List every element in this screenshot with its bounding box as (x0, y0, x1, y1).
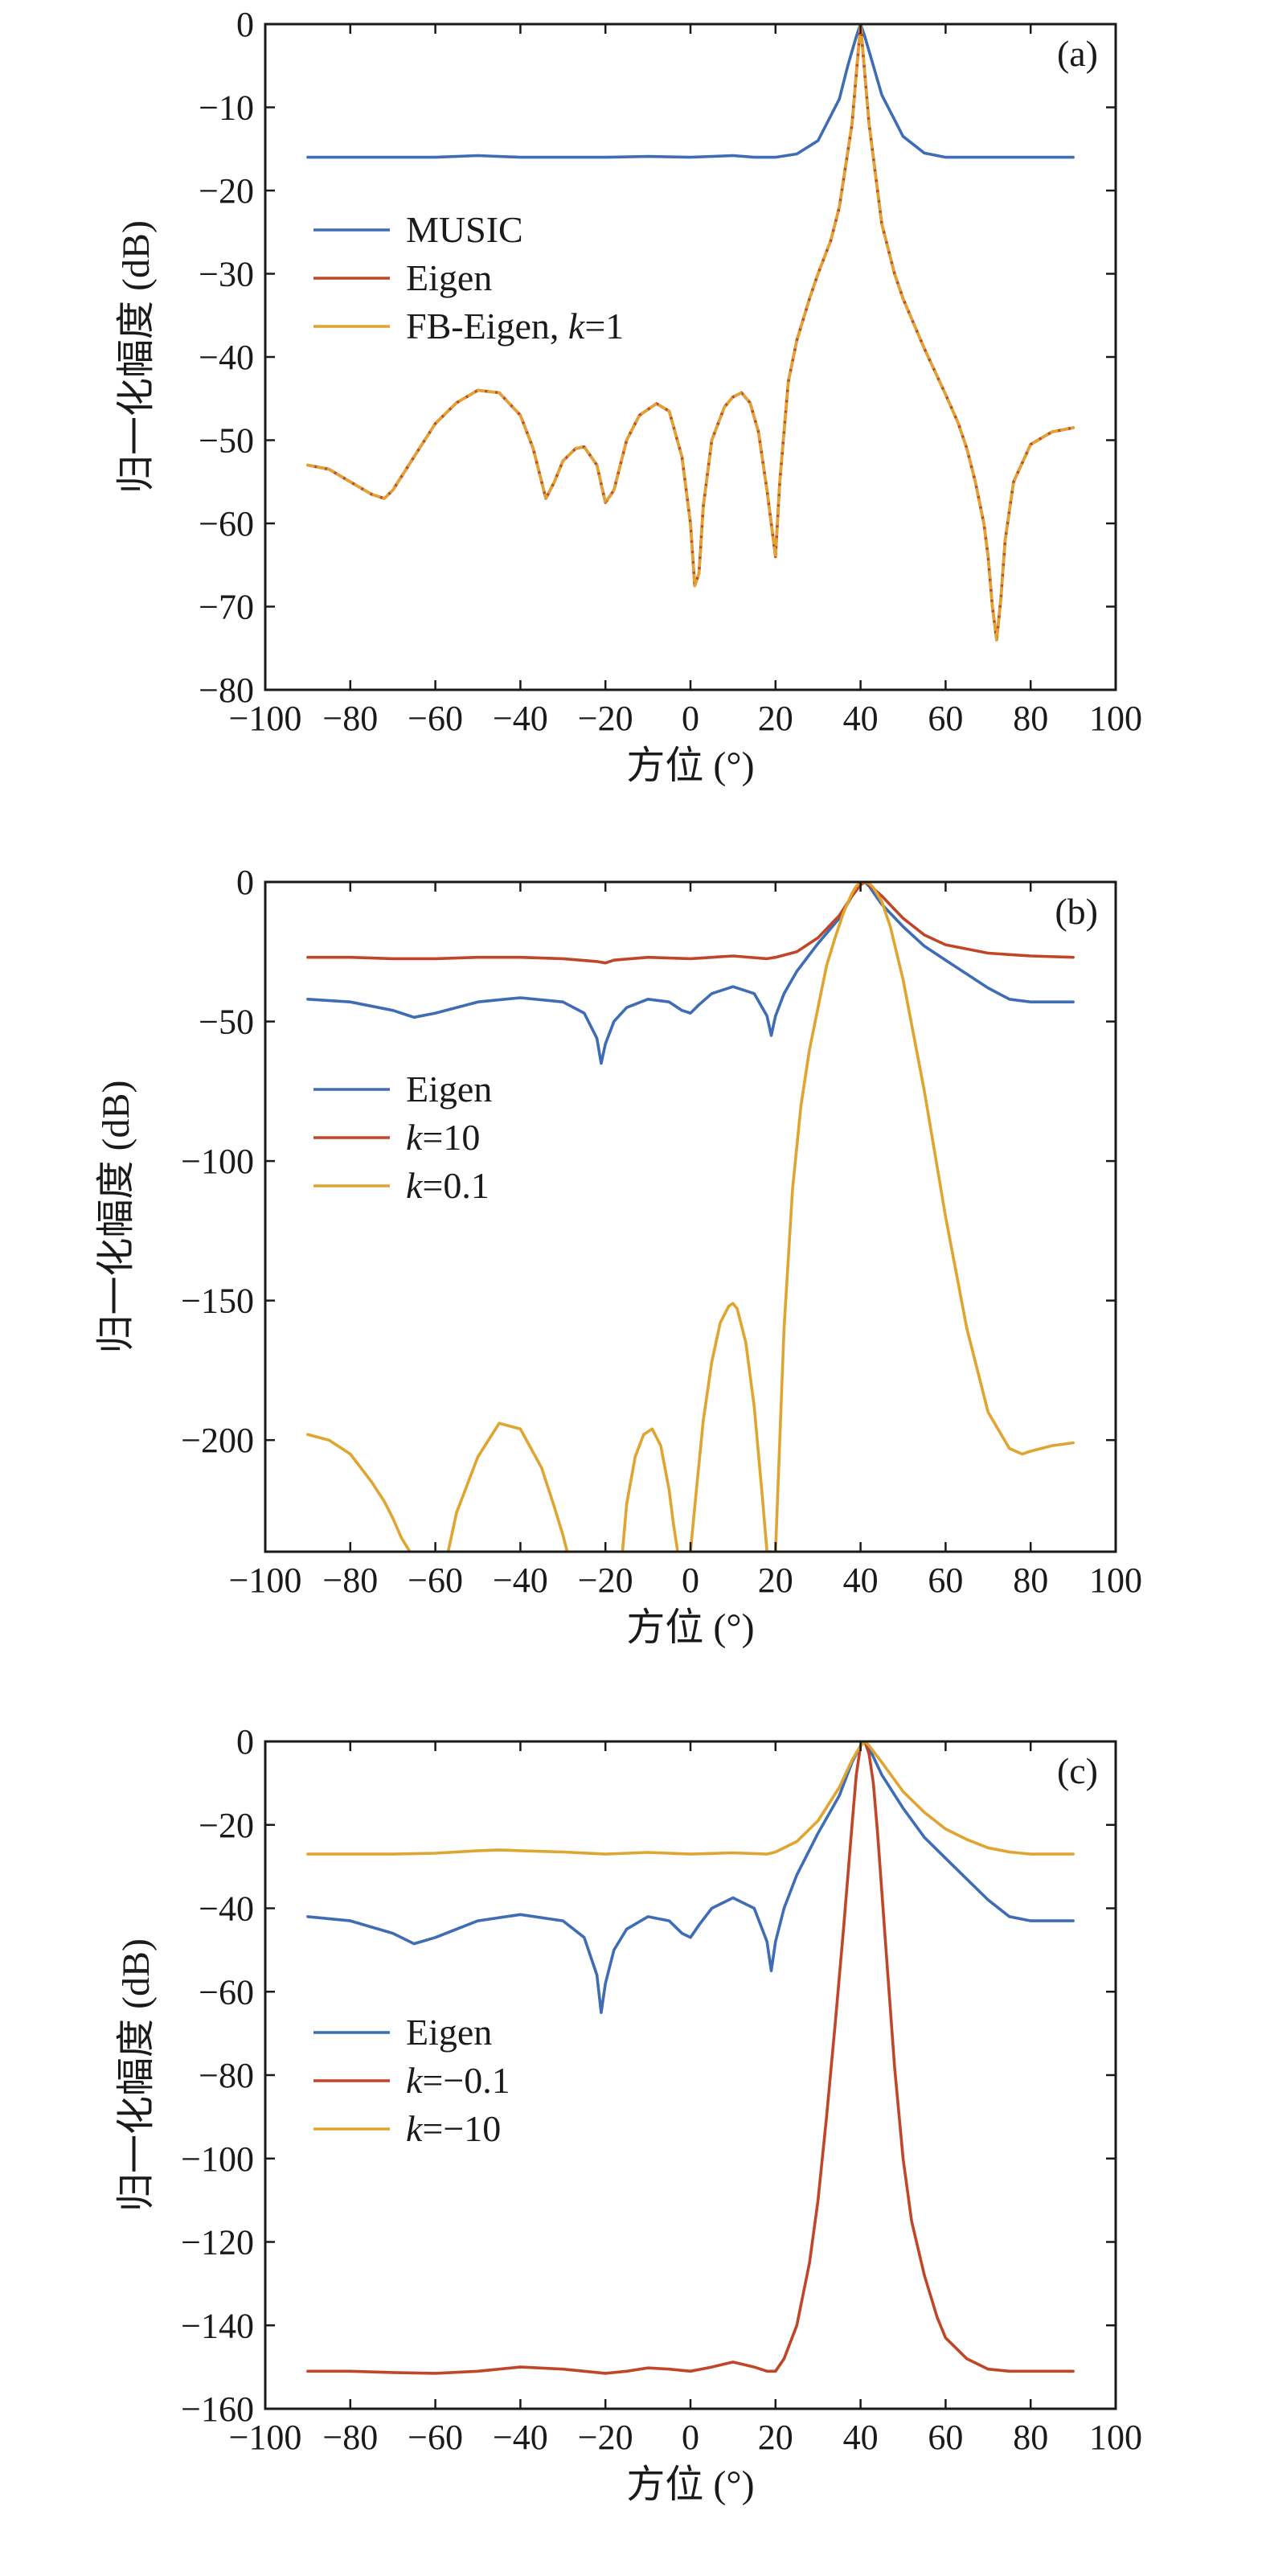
x-tick-label: 100 (1089, 1561, 1142, 1600)
x-tick-label: −20 (578, 1561, 633, 1600)
y-tick-label: −20 (199, 171, 254, 211)
y-tick-label: −40 (199, 1889, 254, 1929)
x-tick-label: 40 (843, 1561, 879, 1600)
y-tick-label: −60 (199, 504, 254, 544)
y-tick-label: −40 (199, 338, 254, 377)
x-tick-label: 20 (758, 1561, 793, 1600)
series-line-2 (306, 882, 1075, 965)
y-tick-label: 0 (236, 5, 254, 44)
y-tick-label: −60 (199, 1972, 254, 2012)
chart-panel-3: −100 −80 −60 −40 −20 0 20 40 60 80 100 0 −20 −40 −60 −8… (115, 1722, 1142, 2506)
x-tick-label: −100 (229, 699, 302, 738)
series-line-3 (306, 24, 1075, 642)
legend-label: FB-Eigen, k=1 (406, 306, 624, 347)
y-tick-label: −50 (199, 421, 254, 461)
x-axis-title: 方位 (°) (626, 2463, 754, 2506)
x-tick-label: −80 (322, 1561, 378, 1600)
x-tick-label: 40 (843, 699, 879, 738)
x-tick-label: 80 (1013, 2418, 1048, 2457)
x-tick-label: 0 (682, 1561, 699, 1600)
y-tick-label: −140 (181, 2306, 254, 2345)
x-tick-label: −100 (229, 1561, 302, 1600)
legend-label: Eigen (406, 1069, 492, 1110)
x-tick-label: 60 (928, 2418, 963, 2457)
x-tick-label: −100 (229, 2418, 302, 2457)
panel-label: (a) (1057, 33, 1098, 74)
y-tick-label: −160 (181, 2389, 254, 2429)
x-tick-label: −80 (322, 2418, 378, 2457)
legend-label: k=0.1 (406, 1165, 490, 1206)
y-tick-label: −80 (199, 2056, 254, 2095)
x-tick-label: 20 (758, 2418, 793, 2457)
y-tick-label: −30 (199, 255, 254, 294)
x-tick-label: 20 (758, 699, 793, 738)
legend-label: Eigen (406, 2012, 492, 2053)
x-axis-title: 方位 (°) (626, 744, 754, 787)
legend-label: k=−10 (406, 2108, 501, 2149)
x-tick-label: 0 (682, 2418, 699, 2457)
series-line-2 (306, 1741, 1075, 2375)
y-tick-label: −100 (181, 2139, 254, 2179)
legend: MUSIC Eigen FB-Eigen, k=1 (313, 209, 624, 347)
legend-label: k=−0.1 (406, 2060, 510, 2101)
series-line-1 (306, 882, 1075, 1065)
x-tick-label: 80 (1013, 1561, 1048, 1600)
legend: Eigen k=10 k=0.1 (313, 1069, 492, 1206)
series-group (306, 882, 1075, 1552)
x-tick-label: −40 (493, 2418, 548, 2457)
x-tick-label: 40 (843, 2418, 879, 2457)
y-axis-title: 归一化幅度 (dB) (115, 220, 158, 494)
y-tick-label: 0 (236, 1722, 254, 1762)
chart-panel-1: −100 −80 −60 −40 −20 0 20 40 60 80 1000−10−20−30−4… (115, 5, 1142, 787)
x-tick-label: −20 (578, 699, 633, 738)
y-tick-label: 0 (236, 863, 254, 902)
plot-frame (264, 23, 1117, 691)
panel-label: (c) (1057, 1750, 1098, 1791)
x-tick-label: 100 (1089, 2418, 1142, 2457)
x-tick-label: 60 (928, 1561, 963, 1600)
legend: Eigen k=−0.1 k=−10 (313, 2012, 510, 2149)
series-line-1 (306, 24, 1075, 159)
y-tick-label: −120 (181, 2223, 254, 2262)
y-axis-title: 归一化幅度 (dB) (95, 1081, 137, 1354)
legend-label: MUSIC (406, 209, 523, 250)
series-line-1 (306, 1741, 1075, 2014)
series-group (306, 24, 1075, 642)
series-line-3 (306, 882, 1075, 1552)
legend-label: Eigen (406, 257, 492, 298)
y-tick-label: −100 (181, 1142, 254, 1181)
y-tick-label: −50 (199, 1003, 254, 1042)
x-tick-label: 60 (928, 699, 963, 738)
x-axis-title: 方位 (°) (626, 1606, 754, 1649)
plot-frame (264, 1740, 1117, 2410)
x-tick-label: 0 (682, 699, 699, 738)
legend-label: k=10 (406, 1117, 480, 1158)
y-tick-label: −70 (199, 588, 254, 627)
plot-frame (264, 880, 1117, 1553)
y-tick-label: −20 (199, 1806, 254, 1845)
panel-label: (b) (1055, 891, 1098, 932)
y-tick-label: −80 (199, 671, 254, 710)
y-tick-label: −200 (181, 1421, 254, 1460)
x-tick-label: −60 (408, 1561, 463, 1600)
x-tick-label: −40 (493, 699, 548, 738)
series-line-3 (306, 1741, 1075, 1856)
x-tick-label: −60 (408, 699, 463, 738)
y-tick-label: −10 (199, 88, 254, 128)
y-tick-label: −150 (181, 1282, 254, 1321)
chart-panel-2: −100 −80 −60 −40 −20 0 20 40 60 80 1000−50−100−150… (95, 863, 1142, 1649)
x-tick-label: −60 (408, 2418, 463, 2457)
x-tick-label: 80 (1013, 699, 1048, 738)
series-group (306, 1741, 1075, 2375)
x-tick-label: −40 (493, 1561, 548, 1600)
x-tick-label: −80 (322, 699, 378, 738)
x-tick-label: 100 (1089, 699, 1142, 738)
y-axis-title: 归一化幅度 (dB) (115, 1938, 158, 2212)
x-tick-label: −20 (578, 2418, 633, 2457)
